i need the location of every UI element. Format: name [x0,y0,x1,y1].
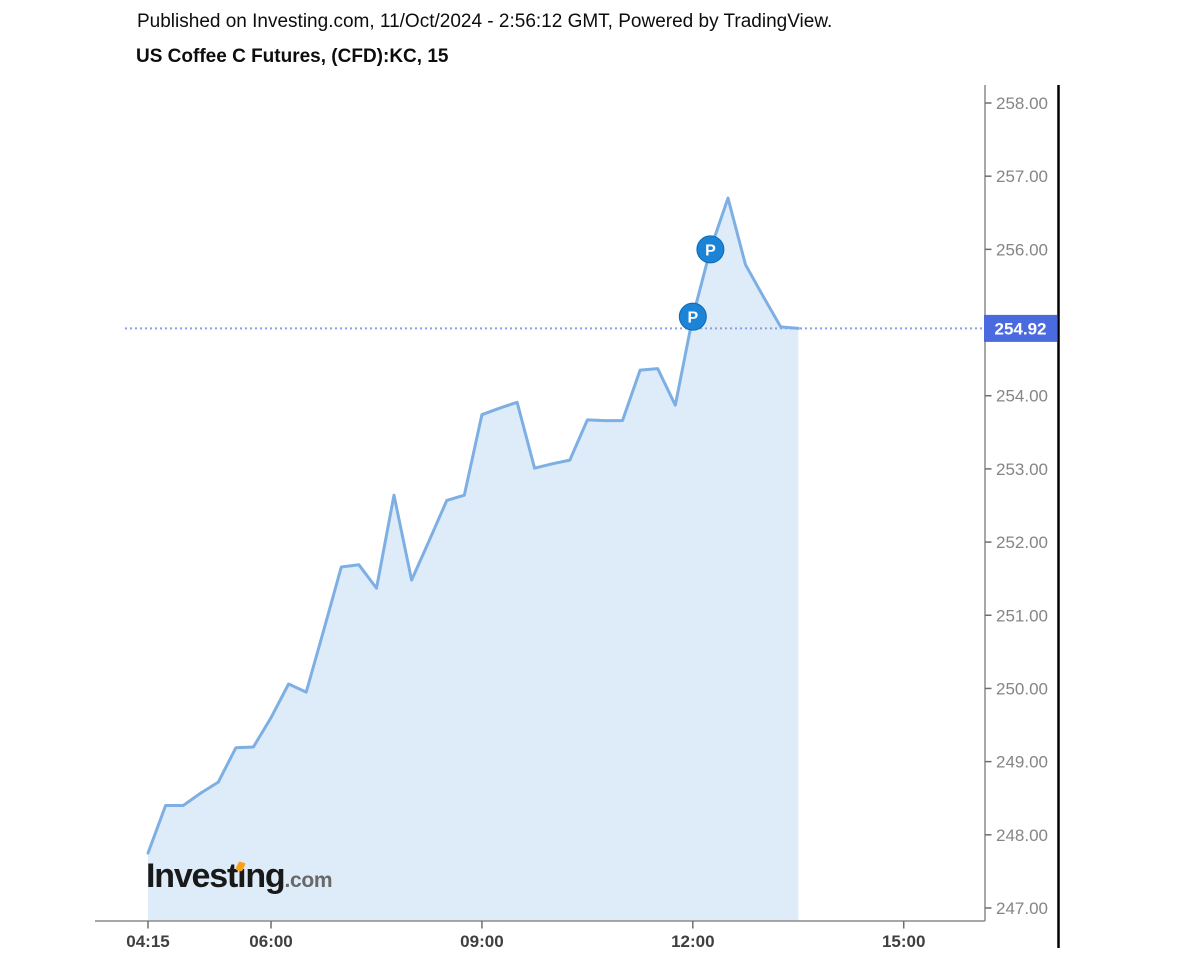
logo-dotless-i: ı [237,857,246,895]
x-tick-label: 15:00 [882,932,925,951]
logo-text-com: .com [284,869,333,892]
logo-wordmark: Investı ng [146,856,286,896]
x-tick-label: 06:00 [249,932,292,951]
y-tick-label: 258.00 [996,94,1048,113]
y-tick-label: 247.00 [996,899,1048,918]
logo-text-ng: ng [245,857,285,895]
y-tick-label: 254.00 [996,387,1048,406]
y-tick-label: 248.00 [996,826,1048,845]
logo-letter-i: ı [235,856,247,896]
event-marker-p[interactable] [696,235,725,264]
current-price-badge [984,314,1057,342]
x-tick-label: 12:00 [671,932,714,951]
x-tick-label: 04:15 [126,932,169,951]
x-tick-label: 09:00 [460,932,503,951]
area-fill [148,198,799,922]
y-tick-label: 253.00 [996,460,1048,479]
chart-title: US Coffee C Futures, (CFD):KC, 15 [136,46,449,67]
event-marker-p[interactable] [678,302,707,331]
publish-info: Published on Investing.com, 11/Oct/2024 … [137,11,833,32]
y-tick-label: 252.00 [996,533,1048,552]
y-tick-label: 251.00 [996,606,1048,625]
y-tick-label: 249.00 [996,753,1048,772]
y-tick-label: 257.00 [996,167,1048,186]
investing-logo: Investı ng.com [146,856,333,903]
y-tick-label: 256.00 [996,240,1048,259]
y-tick-label: 250.00 [996,679,1048,698]
current-price-badge-label: 254.92 [995,319,1047,338]
price-line-series [146,196,800,855]
logo-text-invest: Invest [146,857,238,895]
event-marker-p-label: P [687,310,698,327]
event-marker-p-label: P [705,242,716,259]
